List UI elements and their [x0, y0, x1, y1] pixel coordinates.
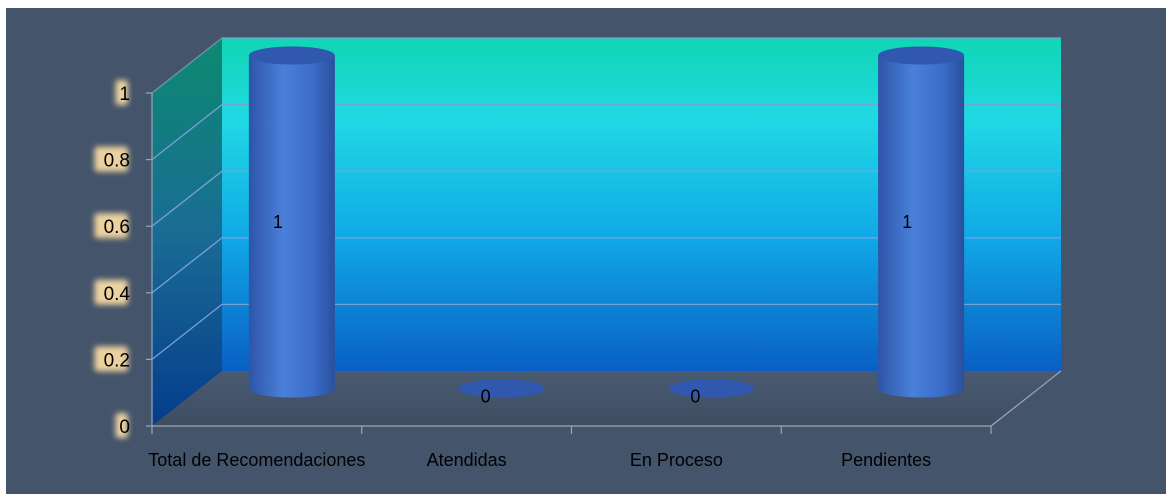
data-label: 0 — [690, 387, 700, 407]
floor — [152, 371, 1061, 426]
bar-body — [248, 55, 335, 398]
y-tick-label-backdrop — [94, 279, 128, 305]
bar: 1 — [878, 46, 965, 398]
back-wall — [222, 38, 1061, 371]
data-label: 1 — [902, 212, 912, 232]
bar-base — [668, 379, 755, 398]
bar-top — [878, 46, 965, 65]
wall-edge — [151, 37, 223, 94]
floor-edge — [990, 370, 1062, 427]
bars: 1 0 0 1 — [248, 46, 965, 407]
y-tick-label-backdrop — [115, 413, 128, 438]
bar: 0 — [458, 379, 545, 407]
y-tick-label: 0.8 — [104, 151, 130, 172]
x-axis-ticks: Total de Recomendaciones Atendidas En Proc… — [148, 426, 992, 470]
gridline — [151, 237, 1061, 294]
bar-base — [458, 379, 545, 398]
y-tick-label: 0 — [119, 417, 130, 438]
y-tick-label: 0.6 — [104, 217, 130, 238]
bar-body — [878, 55, 965, 398]
y-axis-ticks: 0 0.2 0.4 0.6 0.8 1 — [94, 80, 152, 438]
y-tick-label: 1 — [119, 84, 130, 105]
data-label: 0 — [481, 387, 491, 407]
x-tick-label: Pendientes — [841, 450, 931, 470]
bar: 1 — [248, 46, 335, 398]
y-tick-label-backdrop — [115, 80, 128, 105]
bar: 0 — [668, 379, 755, 407]
side-wall — [152, 38, 222, 426]
x-tick-label: Total de Recomendaciones — [148, 450, 365, 470]
y-tick-label-backdrop — [94, 146, 128, 172]
bar-top — [248, 46, 335, 65]
gridline — [151, 103, 1061, 161]
data-label: 1 — [273, 212, 283, 232]
chart-container: 0 0.2 0.4 0.6 0.8 1 1 0 0 1 Total de Recomendaci… — [6, 8, 1166, 494]
gridline — [151, 170, 1061, 227]
cylinder-bar-chart: 0 0.2 0.4 0.6 0.8 1 1 0 0 1 Total de Recomendaci… — [94, 37, 1062, 470]
y-tick-label: 0.2 — [104, 350, 130, 371]
chart-walls — [152, 38, 1061, 426]
x-tick-label: Atendidas — [427, 450, 507, 470]
y-tick-label-backdrop — [94, 346, 128, 372]
x-tick-label: En Proceso — [630, 450, 723, 470]
y-tick-label-backdrop — [94, 213, 128, 239]
gridline — [151, 303, 1061, 360]
y-tick-label: 0.4 — [104, 284, 131, 305]
